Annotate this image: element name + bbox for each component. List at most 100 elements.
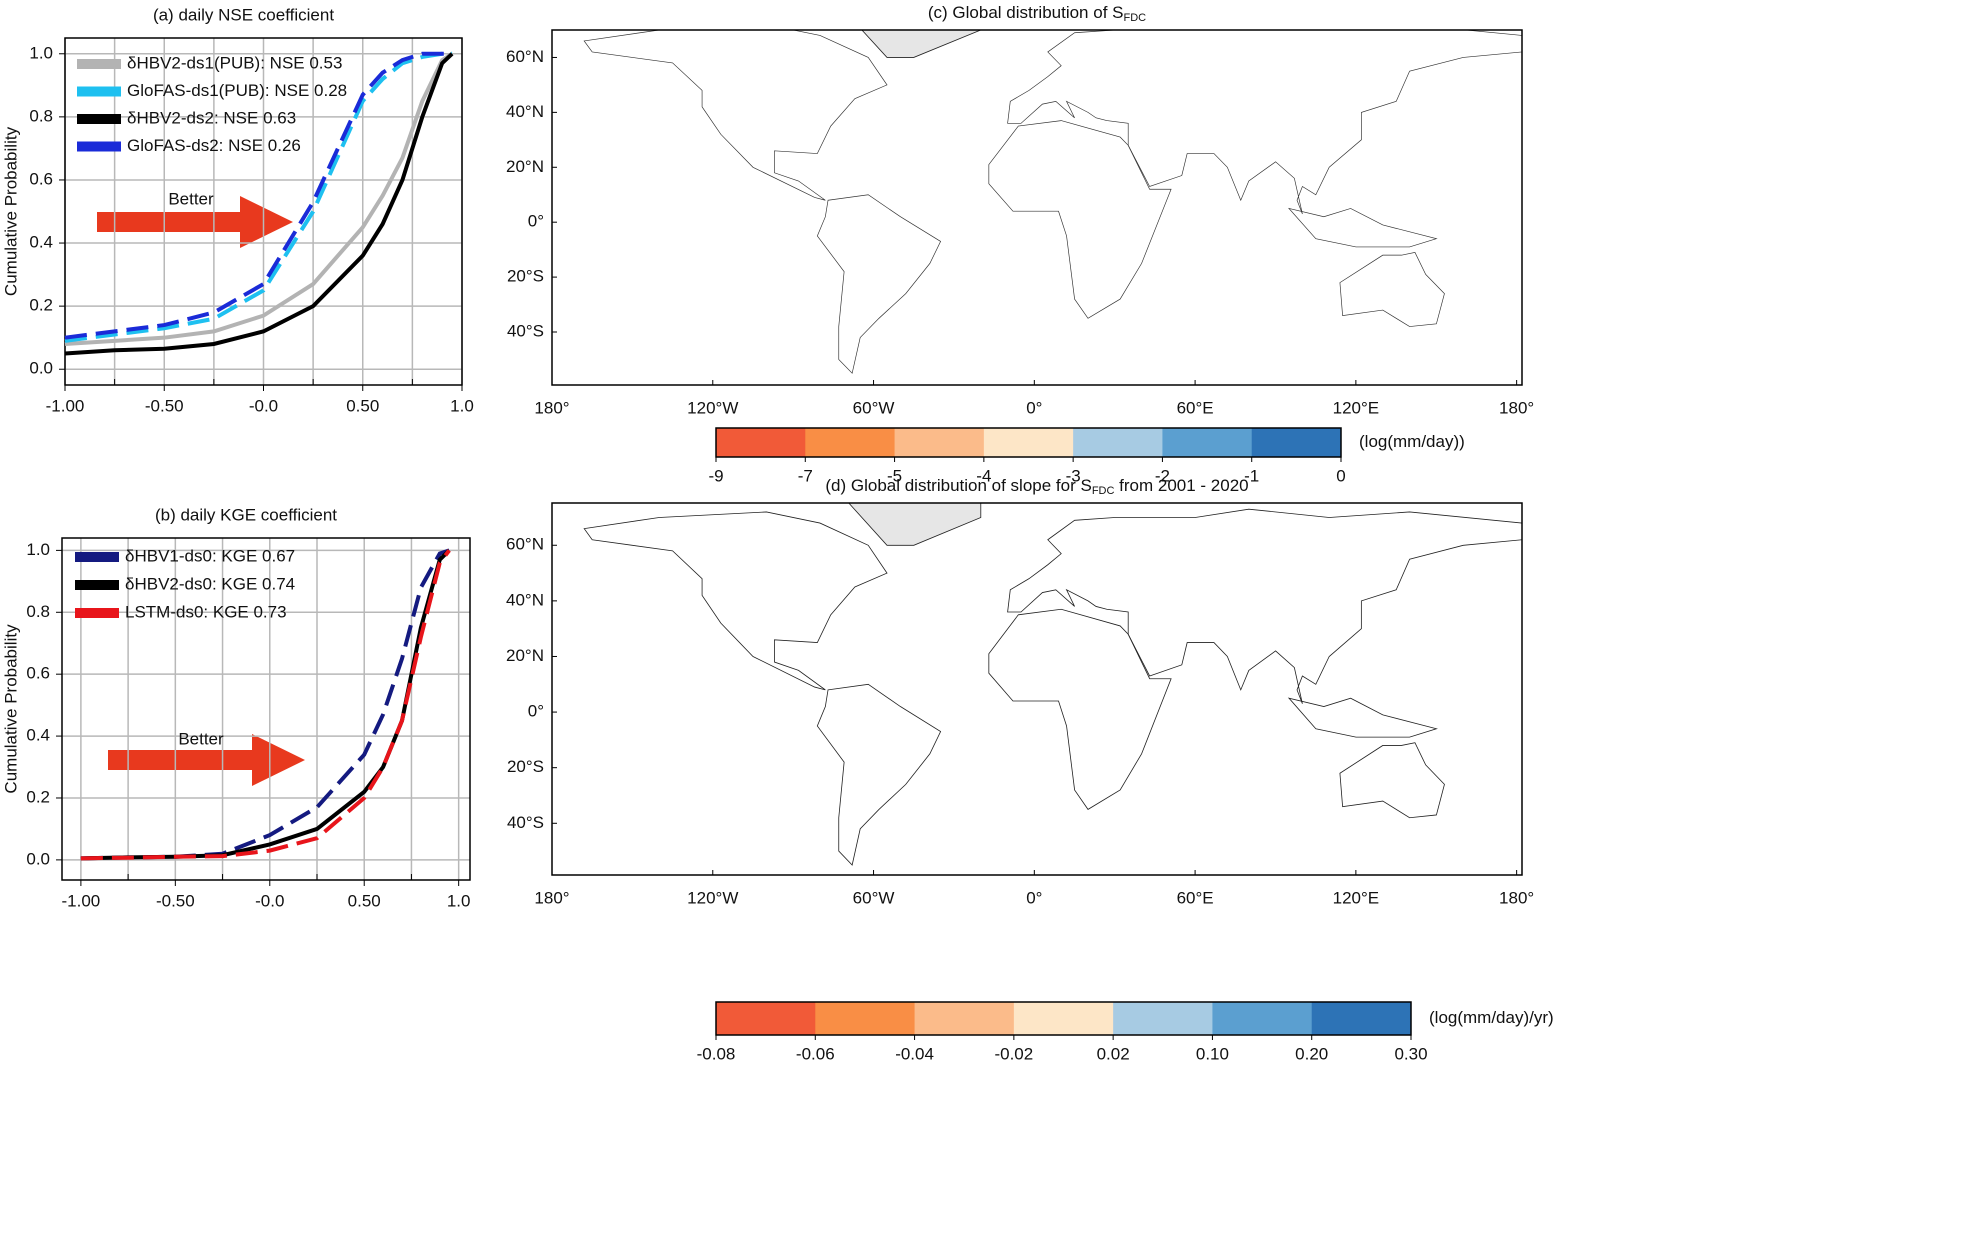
y-axis-label: Cumulative Probability <box>1 624 20 794</box>
series-line <box>64 51 453 343</box>
x-tick-label: 1.0 <box>450 396 474 415</box>
y-tick-label: 0.2 <box>29 296 53 315</box>
lon-tick-label: 120°W <box>687 888 738 907</box>
y-tick-label: 0.8 <box>26 602 50 621</box>
y-axis-label: Cumulative Probability <box>1 126 20 296</box>
colorbar-segment <box>1212 1002 1313 1035</box>
lon-tick-label: 180° <box>1499 888 1534 907</box>
patch <box>766 623 794 646</box>
lon-tick-label: 120°E <box>1333 888 1380 907</box>
colorbar-tick-label: 0.10 <box>1196 1044 1229 1063</box>
chart-title: (a) daily NSE coefficient <box>153 5 334 24</box>
series-line <box>80 548 451 861</box>
series-line <box>64 52 454 346</box>
colorbar-tick-label: -2 <box>1155 466 1170 485</box>
x-tick-label: -0.0 <box>249 396 278 415</box>
legend-label: GloFAS-ds2: NSE 0.26 <box>127 136 301 155</box>
colorbar-tick-label: -9 <box>708 466 723 485</box>
lat-tick-label: 60°N <box>506 47 544 66</box>
map-layer <box>582 503 1522 867</box>
y-tick-label: 0.8 <box>29 106 53 125</box>
colorbar-tick-label: -7 <box>798 466 813 485</box>
lon-tick-label: 180° <box>1499 398 1534 417</box>
lon-tick-label: 120°E <box>1333 398 1380 417</box>
colorbar-segment <box>815 1002 916 1035</box>
legend-label: LSTM-ds0: KGE 0.73 <box>125 602 287 621</box>
lat-tick-label: 20°N <box>506 646 544 665</box>
annotation: Better <box>168 189 214 208</box>
y-tick-label: 1.0 <box>29 43 53 62</box>
patch <box>704 584 748 618</box>
legend-label: GloFAS-ds1(PUB): NSE 0.28 <box>127 81 347 100</box>
patch <box>1061 73 1303 140</box>
arrow-head <box>240 196 293 248</box>
colorbar-tick-label: -0.08 <box>697 1044 736 1063</box>
lon-tick-label: 60°E <box>1177 888 1214 907</box>
x-tick-label: 0.50 <box>348 891 381 910</box>
x-tick-label: 1.0 <box>447 891 471 910</box>
patch <box>691 84 788 151</box>
legend-label: δHBV2-ds1(PUB): NSE 0.53 <box>127 53 342 72</box>
arrow-head <box>252 734 305 786</box>
lat-tick-label: 40°S <box>507 813 544 832</box>
x-tick-label: 0.50 <box>346 396 379 415</box>
x-tick-label: -0.50 <box>145 396 184 415</box>
patch <box>860 717 914 763</box>
colorbar-segment <box>1013 1002 1114 1035</box>
colorbar-segment <box>1251 428 1342 457</box>
colorbar-segment <box>716 428 806 457</box>
colorbar-segment <box>716 1002 816 1035</box>
colorbar-segment <box>983 428 1074 457</box>
colorbar-segment <box>1073 428 1163 457</box>
patch <box>1278 548 1354 571</box>
legend-label: δHBV1-ds0: KGE 0.67 <box>125 546 295 565</box>
lon-tick-label: 120°W <box>687 398 738 417</box>
colorbar-tick-label: -0.06 <box>796 1044 835 1063</box>
colorbar-segment <box>894 428 985 457</box>
map-frame <box>551 502 1523 876</box>
lat-tick-label: 0° <box>528 212 544 231</box>
colorbar-label: (log(mm/day)) <box>1359 432 1465 451</box>
y-tick-label: 0.2 <box>26 787 50 806</box>
patch <box>1377 759 1442 804</box>
patch <box>986 178 1153 201</box>
colorbar-frame <box>715 1001 1412 1036</box>
x-tick-label: -0.0 <box>255 891 284 910</box>
lat-tick-label: 60°N <box>506 535 544 554</box>
lat-tick-label: 40°S <box>507 321 544 340</box>
lat-tick-label: 40°N <box>506 590 544 609</box>
coastline <box>582 30 1522 375</box>
lon-tick-label: 0° <box>1026 888 1042 907</box>
y-tick-label: 0.4 <box>29 233 53 252</box>
colorbar-tick-label: -4 <box>976 466 991 485</box>
colorbar-segment <box>1162 428 1253 457</box>
patch <box>763 90 807 135</box>
lon-tick-label: 180° <box>534 888 569 907</box>
colorbar-segment <box>1113 1002 1213 1035</box>
y-tick-label: 0.6 <box>29 169 53 188</box>
patch <box>994 670 1075 682</box>
coastline <box>582 507 1522 867</box>
patch <box>1235 637 1263 665</box>
series-line <box>80 549 451 861</box>
map-d <box>582 503 1522 867</box>
title-subscript: FDC <box>1123 12 1146 24</box>
title-text: (d) Global distribution of slope for S <box>825 476 1091 495</box>
colorbar-segment <box>1311 1002 1412 1035</box>
colorbar-segment <box>914 1002 1015 1035</box>
lon-tick-label: 60°W <box>853 398 895 417</box>
y-tick-label: 0.0 <box>26 849 50 868</box>
y-tick-label: 0.6 <box>26 664 50 683</box>
patch <box>1216 139 1271 184</box>
colorbar-tick-label: 0.30 <box>1394 1044 1427 1063</box>
colorbar-tick-label: -0.02 <box>994 1044 1033 1063</box>
lat-tick-label: 0° <box>528 702 544 721</box>
annotation: Better <box>178 729 224 748</box>
patch <box>1289 106 1370 162</box>
series-line <box>64 52 454 356</box>
map-frame <box>551 29 1523 386</box>
colorbar-tick-label: -0.04 <box>895 1044 934 1063</box>
y-tick-label: 1.0 <box>26 540 50 559</box>
title-text: from 2001 - 2020 <box>1114 476 1248 495</box>
